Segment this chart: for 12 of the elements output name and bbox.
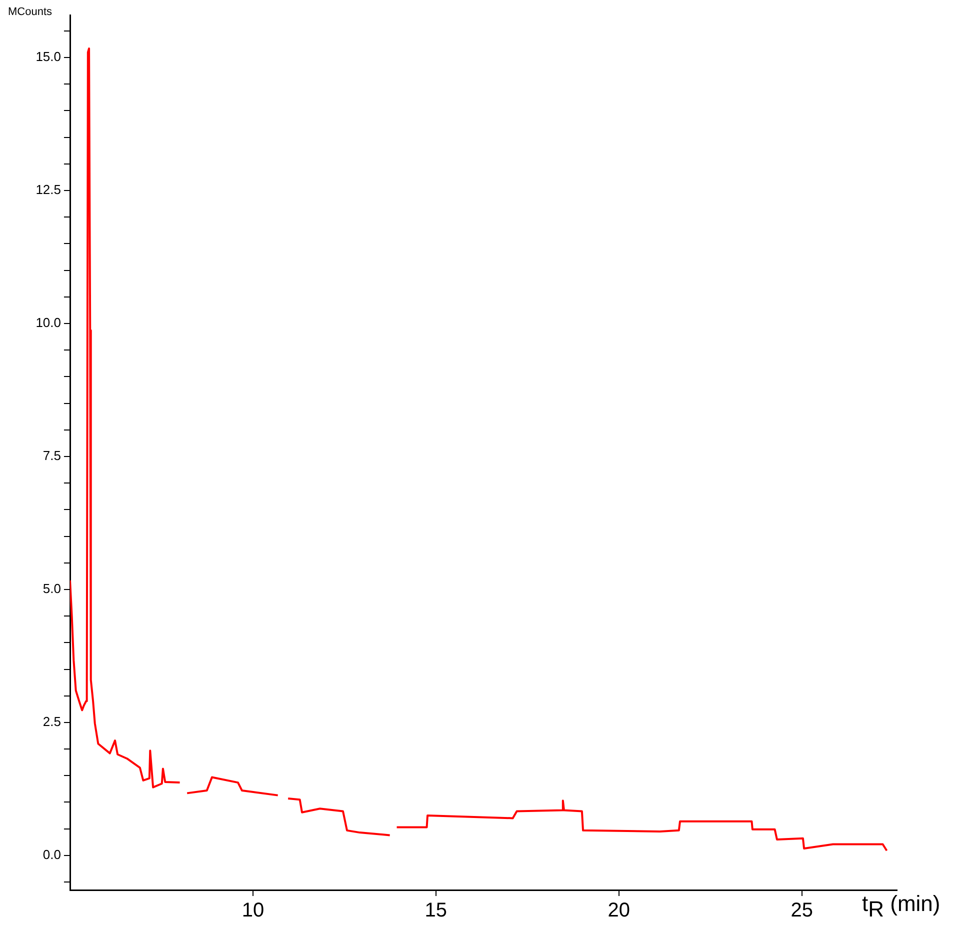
y-tick-label: 12.5 <box>36 182 61 198</box>
x-tick-label: 20 <box>608 900 630 922</box>
x-tick-label: 15 <box>424 900 448 922</box>
y-axis-title: MCounts <box>8 6 52 18</box>
x-tick-label: 25 <box>790 900 813 922</box>
y-tick-label: 7.5 <box>42 448 61 464</box>
y-tick-label: 15.0 <box>36 49 61 64</box>
y-tick-label: 5.0 <box>42 581 61 596</box>
y-tick-label: 2.5 <box>42 714 61 730</box>
x-tick-label: 10 <box>242 900 264 922</box>
y-tick-label: 0.0 <box>42 847 61 862</box>
y-tick-label: 10.0 <box>36 315 61 330</box>
